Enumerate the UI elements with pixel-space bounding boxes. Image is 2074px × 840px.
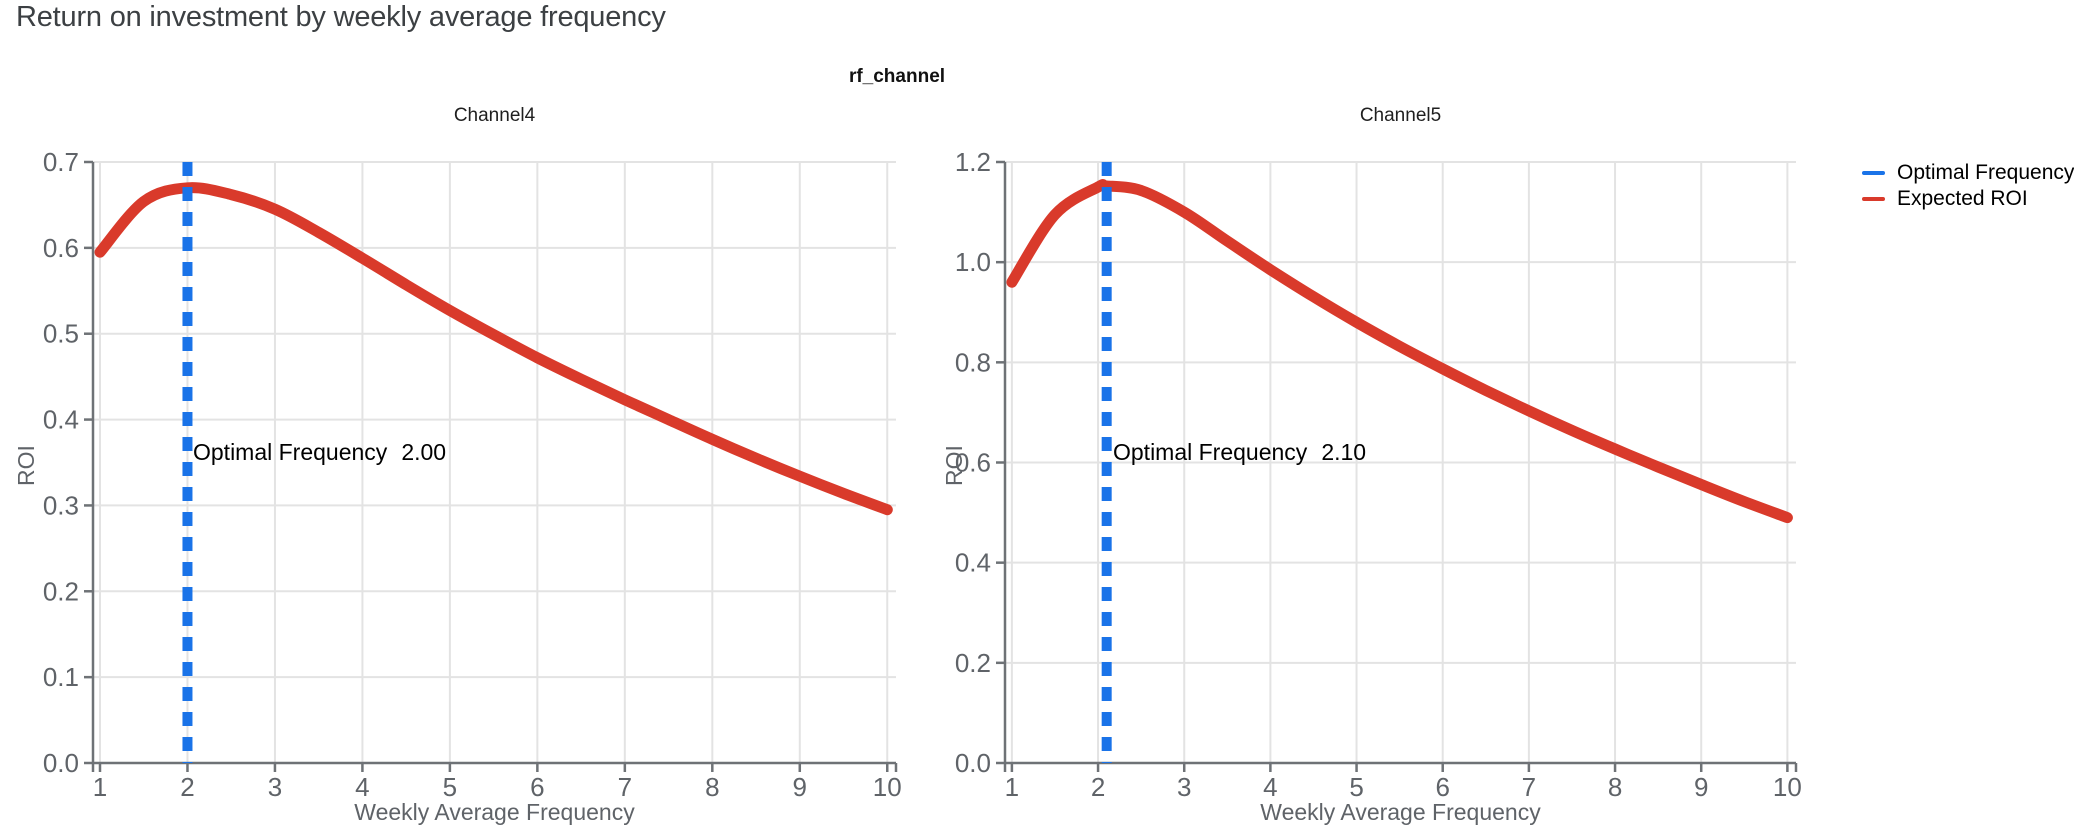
y-tick-label: 1.0 [955,247,991,277]
legend-label-expected-roi: Expected ROI [1897,187,2028,210]
optimal-frequency-annotation-channel5: Optimal Frequency 2.10 [1113,439,1366,466]
x-tick-label: 2 [180,772,194,802]
x-tick-label: 8 [1608,772,1622,802]
y-tick-label: 0.6 [955,448,991,478]
y-tick-label: 0.2 [43,576,79,606]
y-tick-label: 1.2 [955,147,991,177]
x-tick-label: 3 [268,772,282,802]
chart-title-channel5: Channel5 [1359,105,1442,126]
annotation-label: Optimal Frequency [193,439,388,465]
y-tick-label: 0.4 [43,405,79,435]
y-axis-label-channel4: ROI [13,445,39,486]
x-tick-label: 5 [443,772,457,802]
x-tick-label: 6 [1435,772,1449,802]
legend-item-optimal-frequency: Optimal Frequency [1862,160,2074,186]
y-tick-label: 0.1 [43,662,79,692]
x-tick-label: 8 [705,772,719,802]
x-tick-label: 5 [1349,772,1363,802]
chart-title-channel4: Channel4 [453,105,536,126]
x-tick-label: 7 [618,772,632,802]
x-tick-label: 10 [1773,772,1802,802]
y-tick-label: 0.0 [955,748,991,778]
optimal-frequency-annotation-channel4: Optimal Frequency 2.00 [193,439,446,466]
annotation-value: 2.10 [1321,439,1367,465]
annotation-label: Optimal Frequency [1113,439,1308,465]
x-axis-label-channel5: Weekly Average Frequency [1260,799,1541,825]
annotation-value: 2.00 [401,439,447,465]
x-axis-label-channel4: Weekly Average Frequency [354,799,635,825]
legend-label-optimal-frequency: Optimal Frequency [1897,161,2074,184]
x-tick-label: 3 [1177,772,1191,802]
x-tick-label: 9 [1694,772,1708,802]
x-tick-label: 7 [1522,772,1536,802]
y-tick-label: 0.4 [955,548,991,578]
y-tick-label: 0.2 [955,648,991,678]
x-tick-label: 1 [1005,772,1019,802]
legend: Optimal Frequency Expected ROI [1862,160,2074,212]
x-tick-label: 6 [530,772,544,802]
x-tick-label: 10 [873,772,902,802]
page-title: Return on investment by weekly average f… [16,1,666,33]
expected-roi-curve [1006,178,1793,524]
y-tick-label: 0.3 [43,490,79,520]
x-tick-label: 1 [93,772,107,802]
expected-roi-curve [94,182,893,516]
legend-swatch-optimal-frequency [1862,171,1885,175]
legend-item-expected-roi: Expected ROI [1862,186,2074,212]
y-tick-label: 0.8 [955,347,991,377]
y-tick-label: 0.7 [43,147,79,177]
y-tick-label: 0.0 [43,748,79,778]
legend-swatch-expected-roi [1862,197,1885,201]
facet-group-title: rf_channel [848,66,946,87]
x-tick-label: 2 [1091,772,1105,802]
y-tick-label: 0.5 [43,319,79,349]
x-tick-label: 4 [1263,772,1277,802]
x-tick-label: 4 [355,772,369,802]
y-axis-label-channel5: ROI [941,445,967,486]
x-tick-label: 9 [793,772,807,802]
y-tick-label: 0.6 [43,233,79,263]
